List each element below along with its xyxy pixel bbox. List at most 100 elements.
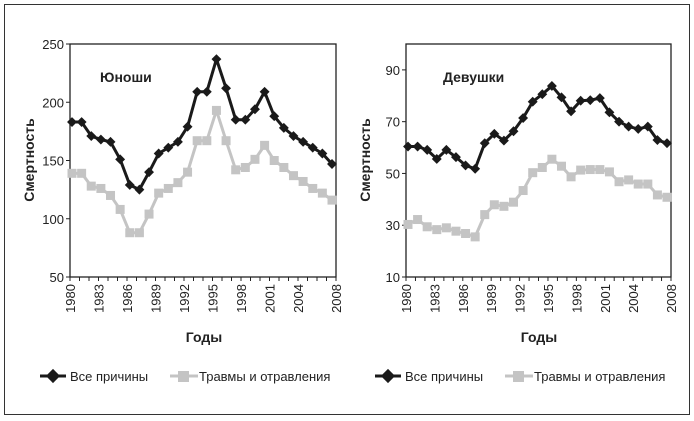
data-point-all-causes — [298, 136, 309, 147]
x-tick-label: 2004 — [626, 284, 641, 313]
data-point-all-causes — [604, 107, 615, 118]
data-point-all-causes — [221, 83, 232, 94]
data-point-all-causes — [201, 86, 212, 97]
data-point-all-causes — [556, 92, 567, 103]
data-point-injuries — [192, 136, 202, 146]
data-point-injuries — [163, 183, 173, 193]
data-point-injuries — [624, 175, 634, 185]
data-point-all-causes — [115, 154, 126, 165]
x-tick-label: 1980 — [399, 284, 414, 313]
data-point-all-causes — [422, 144, 433, 155]
data-point-injuries — [269, 156, 279, 165]
data-point-injuries — [106, 190, 116, 200]
data-point-injuries — [643, 179, 653, 189]
data-point-injuries — [537, 162, 547, 172]
data-point-injuries — [317, 188, 327, 198]
data-point-all-causes — [76, 117, 87, 128]
data-point-injuries — [240, 162, 250, 172]
legend-label-all-causes: Все причины — [70, 369, 148, 384]
data-point-injuries — [633, 179, 643, 189]
legend-label-injuries: Травмы и отравления — [199, 369, 330, 384]
data-point-all-causes — [566, 106, 577, 117]
data-point-injuries — [509, 197, 519, 207]
data-point-injuries — [403, 219, 413, 229]
data-point-all-causes — [614, 116, 624, 127]
data-point-injuries — [221, 136, 231, 146]
x-tick-label: 1989 — [149, 284, 164, 313]
data-point-all-causes — [240, 114, 251, 125]
legend-label-all-causes: Все причины — [405, 369, 483, 384]
data-point-all-causes — [623, 121, 634, 132]
y-tick-label: 150 — [42, 154, 64, 169]
diamond-marker-icon — [45, 368, 61, 384]
legend: Все причины Травмы и отравления — [40, 368, 330, 384]
data-point-all-causes — [441, 144, 452, 155]
data-point-injuries — [327, 195, 337, 205]
data-point-all-causes — [518, 113, 529, 123]
data-point-all-causes — [192, 86, 203, 97]
data-point-all-causes — [479, 138, 490, 149]
data-point-injuries — [154, 188, 164, 198]
data-point-all-causes — [288, 131, 299, 141]
x-tick-label: 1992 — [513, 284, 528, 313]
x-tick-label: 2001 — [263, 284, 278, 313]
chart-title: Юноши — [100, 69, 152, 85]
x-tick-label: 1983 — [427, 284, 442, 313]
data-point-injuries — [77, 168, 87, 178]
data-point-injuries — [518, 186, 528, 196]
data-point-all-causes — [470, 163, 481, 174]
data-point-all-causes — [134, 184, 145, 195]
x-tick-label: 1989 — [484, 284, 499, 313]
data-point-injuries — [432, 225, 442, 235]
x-tick-label: 2008 — [664, 284, 679, 313]
chart-panel-boys: Смертность Годы Все причины Травмы и отр… — [21, 37, 344, 384]
data-point-injuries — [595, 165, 605, 175]
data-point-all-causes — [163, 142, 174, 153]
data-point-injuries — [652, 190, 662, 200]
x-axis-label: Годы — [521, 329, 557, 345]
data-point-all-causes — [585, 95, 596, 106]
data-point-all-causes — [642, 121, 653, 132]
data-point-injuries — [86, 181, 96, 191]
data-point-injuries — [308, 183, 318, 193]
y-tick-label: 250 — [42, 37, 64, 52]
data-point-all-causes — [67, 117, 77, 128]
data-point-injuries — [413, 215, 423, 225]
data-point-all-causes — [95, 134, 106, 145]
data-point-all-causes — [489, 128, 500, 139]
data-point-injuries — [211, 105, 221, 115]
data-point-injuries — [298, 176, 308, 186]
y-tick-label: 50 — [386, 166, 400, 181]
data-point-injuries — [480, 210, 490, 220]
data-point-injuries — [183, 167, 193, 177]
data-point-all-causes — [153, 148, 164, 159]
data-point-injuries — [461, 229, 471, 239]
x-tick-label: 1995 — [541, 284, 556, 313]
data-point-injuries — [662, 192, 672, 202]
data-point-all-causes — [662, 138, 672, 149]
legend-label-injuries: Травмы и отравления — [534, 369, 665, 384]
y-axis-label: Смертность — [21, 118, 37, 202]
data-point-all-causes — [144, 167, 154, 178]
data-point-injuries — [260, 140, 270, 150]
data-point-injuries — [451, 226, 461, 236]
data-point-injuries — [67, 168, 77, 178]
data-point-injuries — [604, 167, 614, 177]
data-point-injuries — [547, 154, 557, 164]
data-point-all-causes — [250, 104, 260, 115]
data-point-all-causes — [498, 135, 509, 146]
y-tick-label: 70 — [386, 115, 400, 130]
chart-panel-girls: Смертность Годы Все причины Травмы и отр… — [357, 43, 679, 384]
data-point-all-causes — [182, 121, 193, 132]
data-point-all-causes — [211, 54, 222, 65]
data-point-all-causes — [412, 141, 423, 152]
data-point-all-causes — [546, 80, 557, 91]
x-axis-label: Годы — [186, 329, 222, 345]
y-tick-label: 50 — [50, 270, 64, 285]
data-point-all-causes — [124, 180, 135, 190]
x-tick-label: 1995 — [206, 284, 221, 313]
data-point-injuries — [489, 200, 499, 210]
y-tick-label: 200 — [42, 95, 64, 110]
y-tick-label: 90 — [386, 63, 400, 78]
x-tick-label: 1986 — [456, 284, 471, 313]
